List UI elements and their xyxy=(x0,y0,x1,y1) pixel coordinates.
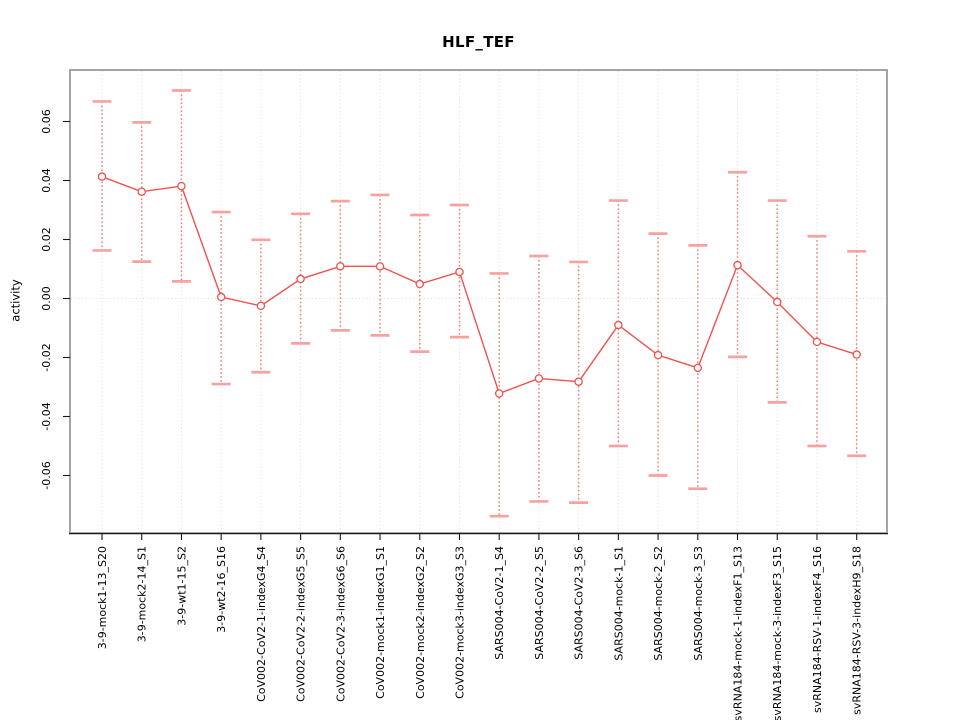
data-point xyxy=(733,260,742,270)
x-axis-tick-label: SARS004-CoV2-3_S6 xyxy=(573,546,586,660)
data-point xyxy=(336,262,345,271)
x-axis-tick-label: CoV002-mock3-indexG3_S3 xyxy=(453,546,466,699)
y-axis-tick-label: -0.06 xyxy=(40,461,53,489)
x-axis-tick-label: svRNA184-mock-1-indexF1_S13 xyxy=(732,546,745,720)
y-axis-label: activity xyxy=(8,279,23,322)
y-axis-tick-label: 0.06 xyxy=(40,109,53,134)
x-axis-tick-label: CoV002-mock1-indexG1_S1 xyxy=(374,546,387,699)
x-axis-tick-label: SARS004-CoV2-1_S4 xyxy=(493,546,506,660)
x-axis-tick-label: svRNA184-RSV-1-indexF4_S16 xyxy=(811,546,824,713)
data-point xyxy=(177,181,186,191)
plot-border xyxy=(69,69,888,534)
data-point xyxy=(137,187,146,196)
x-axis-tick-label: SARS004-mock-3_S3 xyxy=(692,546,705,661)
y-axis-tick-label: -0.04 xyxy=(40,402,53,430)
data-point xyxy=(97,172,107,181)
data-point xyxy=(534,374,544,383)
data-point xyxy=(375,262,385,271)
data-line xyxy=(101,176,857,395)
data-point xyxy=(216,292,226,302)
chart-title: HLF_TEF xyxy=(442,33,515,51)
data-point xyxy=(415,279,425,289)
x-axis-tick-label: SARS004-CoV2-2_S5 xyxy=(533,546,546,660)
data-point xyxy=(296,274,305,284)
y-axis-tick-label: 0.04 xyxy=(40,168,53,193)
data-point xyxy=(256,301,266,311)
data-point xyxy=(614,320,623,330)
data-point xyxy=(574,377,583,386)
data-point xyxy=(852,350,861,359)
y-axis-tick-label: 0.00 xyxy=(40,286,53,311)
x-axis-tick-label: 3-9-wt1-15_S2 xyxy=(175,546,188,626)
x-axis-tick-label: CoV002-CoV2-3-indexG6_S6 xyxy=(334,546,347,702)
x-axis-tick-label: SARS004-mock-1_S1 xyxy=(612,546,625,661)
x-axis-tick-label: CoV002-CoV2-2-indexG5_S5 xyxy=(295,546,308,702)
x-axis-tick-label: svRNA184-mock-3-indexF3_S15 xyxy=(771,546,784,720)
x-axis-tick-label: 3-9-mock1-13_S20 xyxy=(96,546,109,649)
x-axis-tick-label: 3-9-mock2-14_S1 xyxy=(136,546,149,642)
x-axis-tick-label: CoV002-CoV2-1-indexG4_S4 xyxy=(255,546,268,702)
data-point xyxy=(693,363,703,373)
x-axis-tick-label: SARS004-mock-2_S2 xyxy=(652,546,665,661)
y-axis-tick-label: -0.02 xyxy=(40,343,53,371)
y-axis-tick-label: 0.02 xyxy=(40,227,53,252)
data-point xyxy=(494,389,504,398)
x-axis-tick-label: CoV002-mock2-indexG2_S2 xyxy=(414,546,427,699)
data-point xyxy=(812,337,822,347)
x-axis-tick-label: svRNA184-RSV-3-indexH9_S18 xyxy=(851,546,864,715)
data-point xyxy=(455,267,464,277)
data-point xyxy=(772,297,782,307)
data-point xyxy=(653,350,663,360)
x-axis-tick-label: 3-9-wt2-16_S16 xyxy=(215,546,228,633)
